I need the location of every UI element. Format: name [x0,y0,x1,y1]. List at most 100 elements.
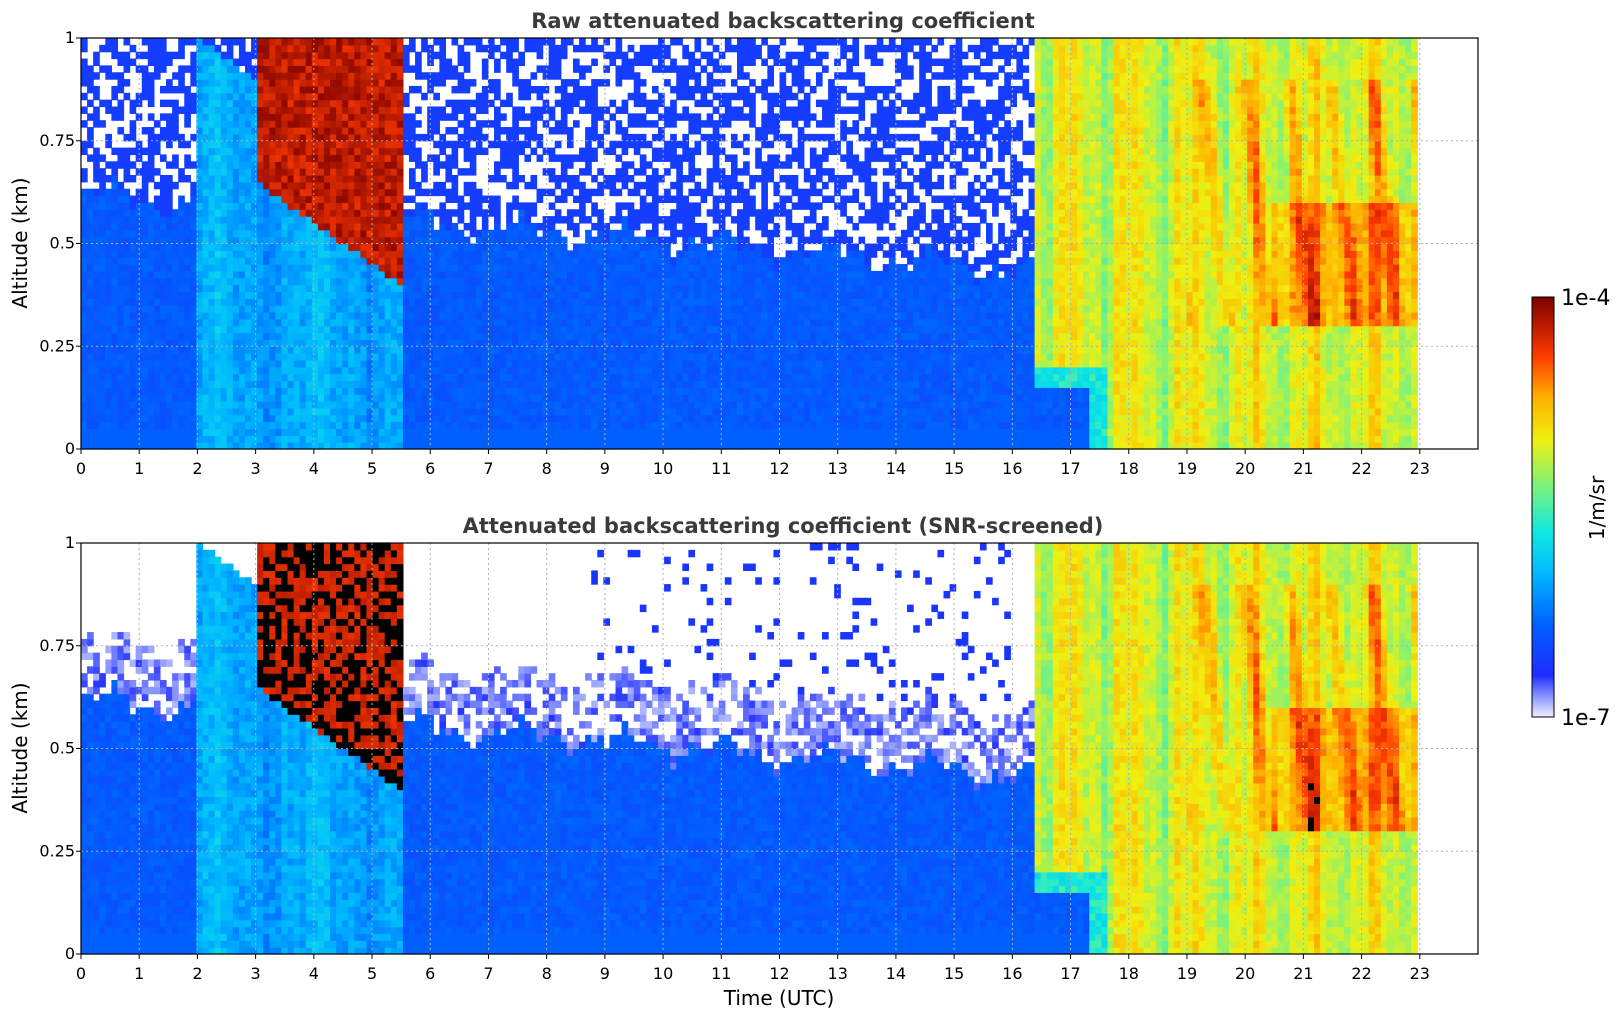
heatmap-cell [330,442,337,450]
heatmap-cell [196,442,204,450]
heatmap-cell [366,120,374,128]
heatmap-cell [275,38,283,46]
heatmap-cell [263,113,270,121]
heatmap-cell [518,394,525,402]
heatmap-cell [172,72,179,80]
heatmap-cell [396,51,404,60]
heatmap-cell [117,113,125,121]
heatmap-cell [554,428,562,436]
heatmap-cell [342,284,349,293]
heatmap-cell [475,106,483,114]
heatmap-cell [214,270,222,279]
heatmap-cell [251,284,258,293]
heatmap-cell [214,113,222,121]
heatmap-cell [196,407,204,416]
heatmap-cell [566,366,574,375]
heatmap-cell [287,147,295,156]
heatmap-cell [220,209,228,217]
heatmap-cell [184,414,191,423]
heatmap-cell [263,312,270,320]
heatmap-cell [305,312,313,320]
heatmap-cell [378,222,386,231]
heatmap-cell [384,85,392,94]
heatmap-cell [196,85,204,94]
heatmap-cell [560,401,568,409]
heatmap-cell [658,380,665,388]
heatmap-cell [457,325,465,334]
heatmap-cell [348,38,355,46]
heatmap-cell [487,209,495,217]
heatmap-cell [585,99,592,108]
heatmap-cell [506,277,513,286]
heatmap-cell [585,394,592,402]
heatmap-cell [93,209,100,217]
heatmap-cell [633,168,641,176]
heatmap-cell [275,51,283,60]
heatmap-cell [487,236,495,245]
heatmap-cell [372,133,380,142]
heatmap-cell [275,216,283,224]
heatmap-cell [117,428,125,436]
heatmap-cell [81,284,88,293]
heatmap-cell [658,387,665,395]
heatmap-cell [433,264,440,272]
heatmap-cell [202,407,210,416]
heatmap-cell [153,435,161,443]
heatmap-cell [651,209,659,217]
heatmap-cell [232,380,240,388]
heatmap-cell [457,414,465,423]
heatmap-cell [366,188,374,197]
heatmap-cell [305,222,313,231]
heatmap-cell [172,154,179,162]
heatmap-cell [178,359,185,368]
heatmap-cell [281,222,289,231]
heatmap-cell [220,216,228,224]
heatmap-cell [117,421,125,430]
heatmap-cell [111,401,119,409]
heatmap-cell [317,387,325,395]
heatmap-cell [639,250,647,258]
heatmap-cell [500,387,507,395]
heatmap-cell [518,332,525,340]
heatmap-cell [645,243,653,251]
heatmap-cell [354,106,361,114]
heatmap-cell [257,318,264,327]
heatmap-cell [566,188,574,197]
heatmap-cell [506,99,513,108]
heatmap-cell [275,92,283,101]
heatmap-cell [566,38,574,46]
heatmap-cell [275,380,283,388]
heatmap-cell [141,305,149,313]
heatmap-cell [378,373,386,382]
heatmap-cell [178,318,185,327]
heatmap-cell [579,264,586,272]
heatmap-cell [293,161,301,169]
heatmap-cell [117,325,125,334]
heatmap-cell [202,435,210,443]
heatmap-cell [111,92,119,101]
heatmap-cell [633,325,641,334]
heatmap-cell [159,407,167,416]
heatmap-cell [439,236,447,245]
heatmap-cell [166,181,173,190]
heatmap-cell [87,325,94,334]
heatmap-cell [627,270,635,279]
heatmap-cell [639,161,647,169]
heatmap-cell [651,270,659,279]
heatmap-cell [323,168,331,176]
heatmap-cell [311,154,319,162]
heatmap-cell [451,222,459,231]
heatmap-cell [263,202,270,210]
heatmap-cell [427,79,434,87]
heatmap-cell [159,318,167,327]
heatmap-cell [117,72,125,80]
heatmap-cell [372,339,380,347]
heatmap-cell [190,325,197,334]
heatmap-cell [512,435,519,443]
heatmap-cell [494,366,501,375]
heatmap-cell [372,236,380,245]
heatmap-cell [360,298,368,306]
heatmap-cell [226,99,234,108]
heatmap-cell [518,216,525,224]
heatmap-cell [208,401,216,409]
